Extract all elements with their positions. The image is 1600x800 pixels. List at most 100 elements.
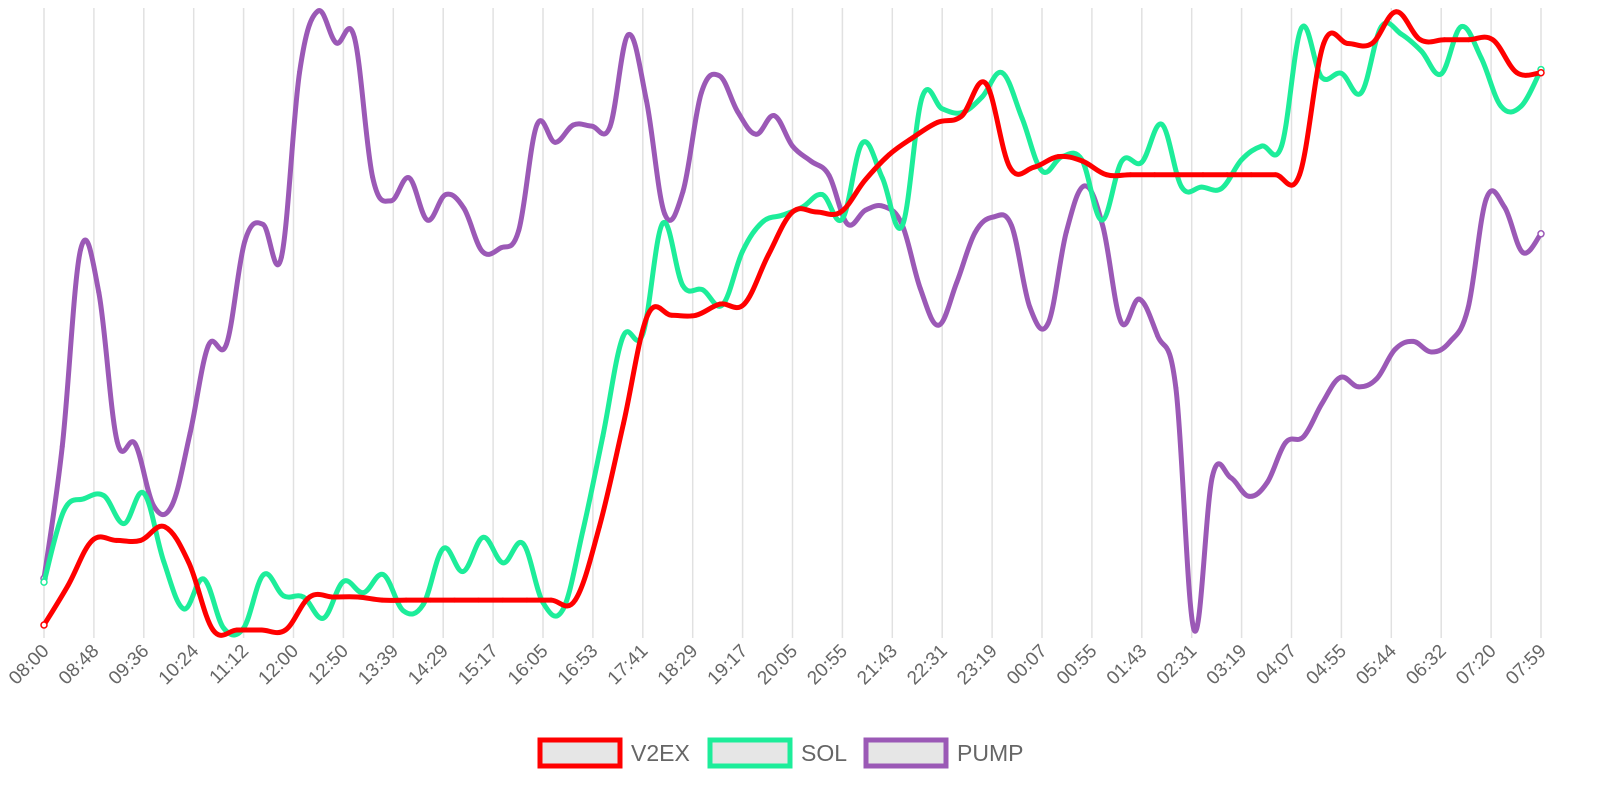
data-point-sol[interactable] <box>660 220 666 226</box>
data-point-v2ex[interactable] <box>1248 172 1254 178</box>
data-point-pump[interactable] <box>1282 440 1288 446</box>
data-point-pump[interactable] <box>717 73 722 79</box>
data-point-pump[interactable] <box>662 211 668 217</box>
data-point-pump[interactable] <box>625 32 631 38</box>
data-point-v2ex[interactable] <box>1441 37 1447 43</box>
data-point-v2ex[interactable] <box>1031 164 1037 170</box>
data-point-sol[interactable] <box>40 578 48 586</box>
data-point-sol[interactable] <box>1418 48 1424 54</box>
data-point-pump[interactable] <box>370 174 376 180</box>
data-point-sol[interactable] <box>1259 143 1265 149</box>
data-point-pump[interactable] <box>406 175 412 181</box>
data-point-v2ex[interactable] <box>258 627 264 633</box>
data-point-pump[interactable] <box>1374 376 1380 382</box>
data-point-pump[interactable] <box>680 189 686 194</box>
data-point-pump[interactable] <box>570 122 576 128</box>
data-point-v2ex[interactable] <box>548 597 554 603</box>
data-point-pump[interactable] <box>735 109 741 115</box>
data-point-sol[interactable] <box>1518 103 1524 109</box>
data-point-sol[interactable] <box>899 223 905 229</box>
data-point-pump[interactable] <box>1191 627 1197 633</box>
data-point-v2ex[interactable] <box>1417 37 1423 43</box>
data-point-v2ex[interactable] <box>959 113 964 119</box>
data-point-pump[interactable] <box>1410 338 1416 344</box>
data-point-sol[interactable] <box>839 216 845 222</box>
data-point-pump[interactable] <box>552 139 558 145</box>
data-point-v2ex[interactable] <box>1128 172 1133 178</box>
data-point-pump[interactable] <box>205 343 211 349</box>
data-point-sol[interactable] <box>500 560 506 566</box>
data-point-sol[interactable] <box>1179 184 1185 190</box>
data-point-v2ex[interactable] <box>1152 172 1158 178</box>
data-point-v2ex[interactable] <box>40 621 48 629</box>
data-point-v2ex[interactable] <box>1490 37 1496 43</box>
data-point-pump[interactable] <box>1100 223 1106 229</box>
data-point-sol[interactable] <box>1458 24 1464 30</box>
data-point-sol[interactable] <box>1338 70 1344 76</box>
data-point-pump[interactable] <box>1209 473 1215 479</box>
data-point-pump[interactable] <box>808 158 814 164</box>
data-point-sol[interactable] <box>1498 103 1504 109</box>
data-point-pump[interactable] <box>461 205 467 211</box>
data-point-sol[interactable] <box>700 287 706 293</box>
data-point-sol[interactable] <box>400 608 406 614</box>
data-point-v2ex[interactable] <box>524 597 530 603</box>
data-point-pump[interactable] <box>1429 349 1434 355</box>
data-point-v2ex[interactable] <box>790 209 795 215</box>
data-point-v2ex[interactable] <box>1466 37 1472 43</box>
data-point-v2ex[interactable] <box>379 597 385 603</box>
data-point-pump[interactable] <box>863 207 868 213</box>
data-point-pump[interactable] <box>443 192 449 198</box>
data-point-sol[interactable] <box>760 219 766 225</box>
data-point-v2ex[interactable] <box>1297 172 1302 178</box>
data-point-v2ex[interactable] <box>765 252 771 258</box>
data-point-sol[interactable] <box>1039 168 1045 174</box>
data-point-v2ex[interactable] <box>89 537 95 543</box>
data-point-v2ex[interactable] <box>1176 172 1182 178</box>
data-point-sol[interactable] <box>819 192 825 198</box>
data-point-sol[interactable] <box>81 496 87 502</box>
data-point-sol[interactable] <box>61 508 67 514</box>
data-point-pump[interactable] <box>844 221 850 227</box>
data-point-sol[interactable] <box>1139 159 1145 165</box>
data-point-pump[interactable] <box>315 8 321 14</box>
data-point-v2ex[interactable] <box>1200 172 1206 178</box>
data-point-v2ex[interactable] <box>1079 158 1085 164</box>
data-point-pump[interactable] <box>1173 385 1179 391</box>
data-point-sol[interactable] <box>939 106 945 112</box>
data-point-v2ex[interactable] <box>1393 9 1399 15</box>
data-point-pump[interactable] <box>132 441 138 447</box>
data-point-pump[interactable] <box>589 123 595 129</box>
data-point-pump[interactable] <box>771 113 777 119</box>
data-point-v2ex[interactable] <box>138 537 144 543</box>
data-point-pump[interactable] <box>698 90 704 96</box>
data-point-pump[interactable] <box>954 279 960 285</box>
data-point-pump[interactable] <box>1502 204 1507 210</box>
data-point-sol[interactable] <box>360 590 366 596</box>
data-point-v2ex[interactable] <box>814 209 820 215</box>
data-point-pump[interactable] <box>479 248 485 254</box>
data-point-pump[interactable] <box>1465 305 1471 311</box>
data-point-v2ex[interactable] <box>1369 41 1375 46</box>
data-point-pump[interactable] <box>753 131 759 137</box>
data-point-pump[interactable] <box>881 203 887 209</box>
data-point-v2ex[interactable] <box>596 524 602 530</box>
legend-item-pump[interactable]: PUMP <box>863 737 1023 769</box>
data-point-pump[interactable] <box>1009 223 1015 229</box>
data-point-v2ex[interactable] <box>1537 68 1545 77</box>
data-point-v2ex[interactable] <box>1055 154 1061 160</box>
data-point-v2ex[interactable] <box>645 312 651 318</box>
data-point-pump[interactable] <box>990 214 996 220</box>
data-point-pump[interactable] <box>1537 230 1545 238</box>
data-point-sol[interactable] <box>460 569 466 574</box>
data-point-pump[interactable] <box>826 172 832 178</box>
data-point-pump[interactable] <box>260 222 266 227</box>
data-point-pump[interactable] <box>1264 480 1270 486</box>
data-point-pump[interactable] <box>297 69 303 75</box>
data-point-pump[interactable] <box>936 322 941 328</box>
data-point-sol[interactable] <box>1199 184 1205 190</box>
data-point-pump[interactable] <box>790 143 795 149</box>
data-point-sol[interactable] <box>1398 31 1404 37</box>
data-point-pump[interactable] <box>1228 475 1234 481</box>
data-point-pump[interactable] <box>644 98 649 104</box>
